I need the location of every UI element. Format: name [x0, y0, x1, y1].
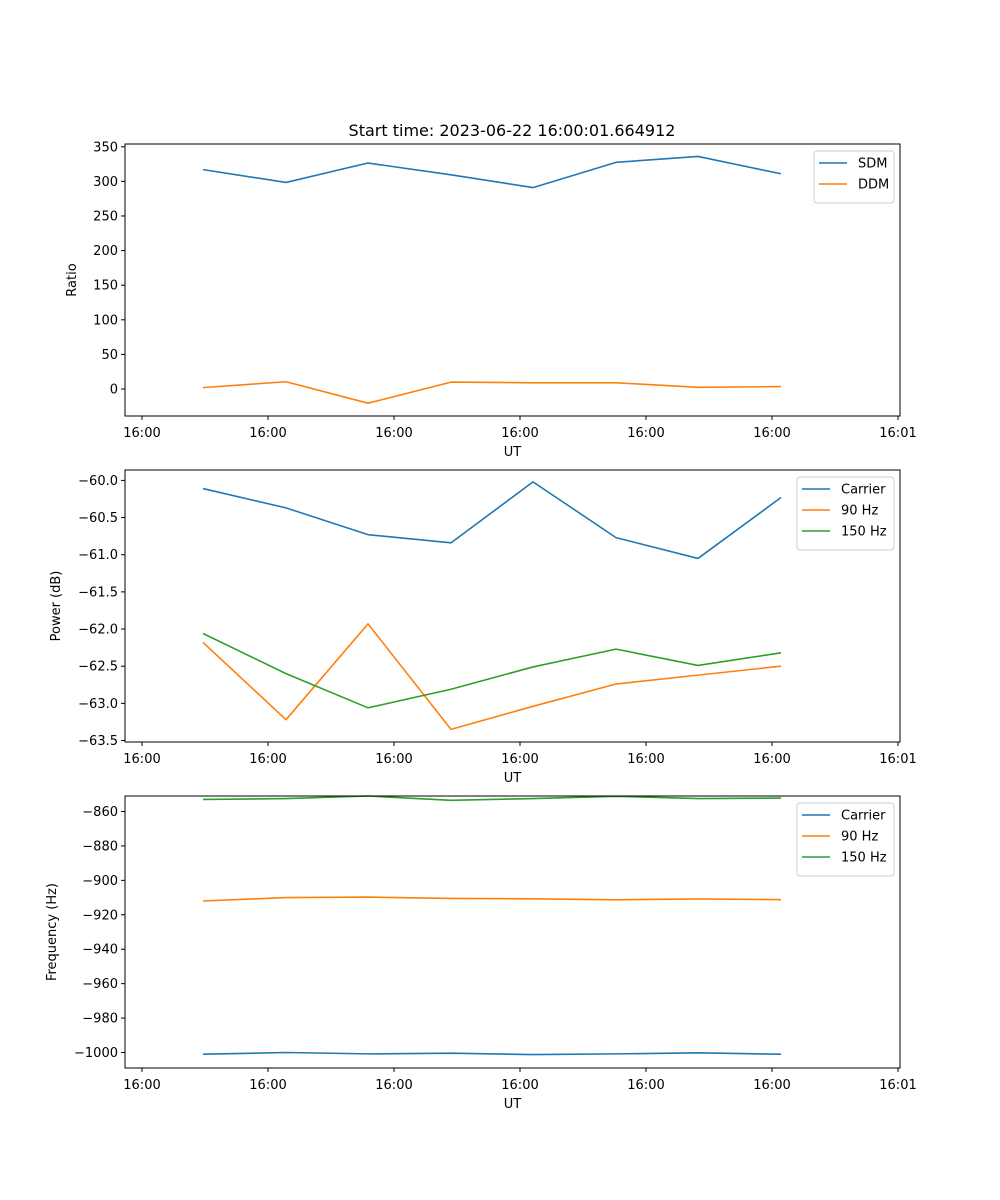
y-tick-label: 300 [93, 175, 118, 190]
panel-2: −60.0 −60.5 −61.0 −61.5 −62.0 −62.5 −63.0 −63.5… [49, 469, 917, 786]
legend-label-90-hz: 90 Hz [841, 830, 878, 845]
x-tick-label: 16:01 [879, 752, 916, 767]
y-tick-label: −61.5 [78, 585, 118, 600]
y-axis-label: Power (dB) [49, 571, 64, 642]
legend-label-90-hz: 90 Hz [841, 504, 878, 519]
plot-frame [124, 143, 901, 417]
x-tick-label: 16:00 [627, 1078, 664, 1093]
y-tick-label: −62.0 [78, 623, 118, 638]
x-tick-label: 16:00 [753, 752, 790, 767]
x-tick-label: 16:00 [123, 752, 160, 767]
y-tick-label: 150 [93, 279, 118, 294]
x-tick-label: 16:00 [375, 752, 412, 767]
x-tick-label: 16:00 [753, 1078, 790, 1093]
y-tick-label: 50 [101, 348, 118, 363]
y-tick-label: −60.0 [78, 474, 118, 489]
y-tick-label: −62.5 [78, 660, 118, 675]
x-tick-label: 16:00 [375, 426, 412, 441]
y-tick-label: −61.0 [78, 548, 118, 563]
chart-panels: 0 50 100 150 200 250 300 350 16:00 16:00 16:00 16:0… [45, 140, 917, 1112]
legend: SDM DDM [813, 150, 895, 204]
series-line-150-hz [202, 795, 782, 802]
x-tick-label: 16:00 [123, 426, 160, 441]
y-tick-label: −860 [82, 805, 118, 820]
y-tick-label: −900 [82, 874, 118, 889]
x-tick-label: 16:00 [627, 426, 664, 441]
y-tick-label: −63.5 [78, 734, 118, 749]
series-line-ddm [202, 380, 782, 405]
panel-3: −860 −880 −900 −920 −940 −960 −980 −1000 16:00 16… [45, 795, 917, 1112]
x-tick-label: 16:00 [501, 752, 538, 767]
x-tick-label: 16:00 [123, 1078, 160, 1093]
x-axis-label: UT [504, 445, 522, 460]
x-tick-label: 16:00 [249, 1078, 286, 1093]
x-tick-label: 16:01 [879, 1078, 916, 1093]
legend-label-carrier: Carrier [841, 809, 886, 824]
y-tick-label: 0 [110, 383, 118, 398]
y-tick-label: −880 [82, 839, 118, 854]
legend-label-150-hz: 150 Hz [841, 525, 887, 540]
y-tick-label: −920 [82, 908, 118, 923]
legend-box [813, 150, 895, 204]
series-line-carrier [202, 1051, 782, 1056]
plot-frame [124, 469, 901, 743]
panel-1: 0 50 100 150 200 250 300 350 16:00 16:00 16:00 16:0… [65, 140, 917, 460]
y-tick-label: 100 [93, 313, 118, 328]
legend: Carrier 90 Hz 150 Hz [796, 802, 895, 877]
legend-label-sdm: SDM [858, 157, 887, 172]
x-tick-label: 16:00 [249, 752, 286, 767]
x-axis-label: UT [504, 771, 522, 786]
y-axis-label: Frequency (Hz) [45, 883, 60, 981]
series-line-90-hz [202, 896, 782, 902]
x-tick-label: 16:01 [879, 426, 916, 441]
x-tick-label: 16:00 [249, 426, 286, 441]
y-tick-label: −60.5 [78, 511, 118, 526]
y-tick-label: 200 [93, 244, 118, 259]
plot-frame [124, 795, 901, 1069]
legend-label-150-hz: 150 Hz [841, 851, 887, 866]
legend-label-carrier: Carrier [841, 483, 886, 498]
x-tick-label: 16:00 [753, 426, 790, 441]
x-tick-label: 16:00 [627, 752, 664, 767]
series-line-90-hz [202, 623, 782, 731]
y-axis-label: Ratio [65, 263, 80, 296]
series-line-sdm [202, 155, 782, 189]
y-tick-label: 250 [93, 209, 118, 224]
y-tick-label: −63.0 [78, 697, 118, 712]
y-tick-label: −1000 [74, 1046, 118, 1061]
y-tick-label: 350 [93, 140, 118, 155]
x-tick-label: 16:00 [501, 426, 538, 441]
x-tick-label: 16:00 [375, 1078, 412, 1093]
y-tick-label: −960 [82, 977, 118, 992]
chart-title: Start time: 2023-06-22 16:00:01.664912 [349, 121, 676, 140]
y-tick-label: −980 [82, 1012, 118, 1027]
series-line-carrier [202, 481, 782, 560]
legend: Carrier 90 Hz 150 Hz [796, 476, 895, 551]
x-axis-label: UT [504, 1097, 522, 1112]
x-tick-label: 16:00 [501, 1078, 538, 1093]
legend-label-ddm: DDM [858, 178, 889, 193]
y-tick-label: −940 [82, 943, 118, 958]
series-line-150-hz [202, 632, 782, 709]
